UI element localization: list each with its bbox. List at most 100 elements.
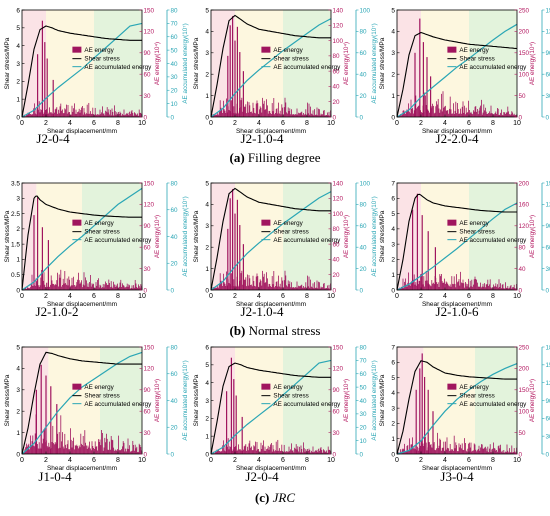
y-tick-label-energy: 60 [144, 245, 152, 252]
y-tick-label-accum: 20 [360, 266, 368, 273]
caption-text: Normal stress [249, 323, 321, 338]
y-tick-label-accum: 40 [360, 245, 368, 252]
x-tick-label: 4 [443, 120, 447, 127]
y-tick-label-energy: 80 [519, 245, 527, 252]
y-axis-label-energy: AE energy(10⁴) [529, 379, 536, 422]
legend-label-stress: Shear stress [273, 56, 308, 63]
y-tick-label-stress: 5 [205, 180, 209, 187]
y-tick-label-stress: 7 [391, 344, 395, 351]
y-tick-label-energy: 40 [333, 84, 341, 91]
y-tick-label-accum: 20 [360, 425, 368, 432]
y-axis-label-accum: AE accumulated energy(10⁷) [182, 196, 189, 276]
y-tick-label-stress: 3 [16, 196, 20, 203]
y-tick-label-stress: 4 [391, 29, 395, 36]
y-tick-label-accum: 0 [171, 451, 175, 458]
y-tick-label-stress: 3 [391, 50, 395, 57]
x-tick-label: 2 [419, 120, 423, 127]
x-tick-label: 2 [44, 120, 48, 127]
y-tick-label-accum: 0 [546, 451, 550, 458]
legend-swatch-energy [261, 384, 270, 390]
x-tick-label: 6 [281, 457, 285, 464]
y-tick-label-stress: 3.5 [11, 180, 20, 187]
panel-label: J2-1.0-4 [197, 131, 327, 147]
y-tick-label-energy: 90 [144, 50, 152, 57]
y-tick-label-stress: 5 [205, 362, 209, 369]
panel-label: J2-1.0-6 [392, 304, 522, 320]
legend-swatch-energy [447, 47, 456, 53]
y-tick-label-stress: 1.5 [11, 241, 20, 248]
y-tick-label-accum: 10 [171, 101, 179, 108]
x-tick-label: 6 [92, 120, 96, 127]
y-tick-label-energy: 100 [333, 211, 344, 218]
y-axis-label-energy: AE energy(10⁴) [529, 215, 536, 258]
y-tick-label-energy: 250 [519, 7, 530, 14]
y-axis-label-accum: AE accumulated energy(10⁷) [371, 23, 378, 103]
y-tick-label-accum: 40 [171, 234, 179, 241]
x-tick-label: 0 [20, 457, 24, 464]
y-tick-label-stress: 2 [391, 72, 395, 79]
legend-swatch-energy [72, 384, 81, 390]
y-tick-label-accum: 80 [171, 344, 179, 351]
y-tick-label-energy: 150 [333, 344, 344, 351]
y-tick-label-accum: 150 [546, 362, 550, 369]
legend-label-stress: Shear stress [84, 229, 119, 236]
legend-label-energy: AE energy [273, 384, 303, 391]
x-tick-label: 0 [20, 293, 24, 300]
y-axis-label-stress: Shear stress/MPa [193, 374, 200, 426]
y-tick-label-stress: 6 [16, 7, 20, 14]
y-axis-label-energy: AE energy(10⁴) [154, 42, 161, 85]
x-tick-label: 6 [92, 457, 96, 464]
legend-label-energy: AE energy [459, 220, 489, 227]
y-tick-label-energy: 200 [519, 29, 530, 36]
y-tick-label-energy: 90 [144, 387, 152, 394]
legend-label-accum: AE accumulated energy [273, 64, 341, 71]
y-tick-label-accum: 80 [360, 344, 368, 351]
x-tick-label: 8 [491, 457, 495, 464]
y-tick-label-energy: 150 [144, 180, 155, 187]
stage-zone [36, 183, 82, 290]
x-tick-label: 6 [281, 293, 285, 300]
x-tick-label: 6 [92, 293, 96, 300]
x-tick-label: 6 [467, 457, 471, 464]
panel-label: J2-0-4 [0, 131, 118, 147]
legend-label-stress: Shear stress [84, 393, 119, 400]
legend-label-accum: AE accumulated energy [273, 237, 341, 244]
x-tick-label: 2 [419, 457, 423, 464]
x-tick-label: 2 [233, 120, 237, 127]
y-tick-label-energy: 0 [144, 451, 148, 458]
x-tick-label: 8 [491, 293, 495, 300]
y-tick-label-stress: 3 [391, 241, 395, 248]
x-tick-label: 6 [281, 120, 285, 127]
y-tick-label-energy: 30 [144, 93, 152, 100]
panel-label: J2-1.0-4 [197, 304, 327, 320]
y-tick-label-stress: 0 [205, 287, 209, 294]
legend-label-accum: AE accumulated energy [84, 401, 152, 408]
x-tick-label: 4 [443, 293, 447, 300]
y-tick-label-stress: 1 [16, 430, 20, 437]
y-tick-label-stress: 0 [205, 114, 209, 121]
y-tick-label-accum: 80 [360, 202, 368, 209]
y-tick-label-energy: 0 [333, 287, 337, 294]
y-tick-label-accum: 10 [360, 438, 368, 445]
y-tick-label-stress: 1 [16, 96, 20, 103]
caption-text: Filling degree [248, 150, 321, 165]
y-tick-label-stress: 2 [16, 226, 20, 233]
y-tick-label-accum: 0 [360, 451, 364, 458]
y-tick-label-energy: 0 [519, 114, 523, 121]
y-tick-label-stress: 2 [16, 409, 20, 416]
y-tick-label-stress: 2.5 [11, 211, 20, 218]
legend-label-stress: Shear stress [273, 229, 308, 236]
y-tick-label-stress: 2 [391, 257, 395, 264]
y-tick-label-accum: 90 [546, 398, 550, 405]
x-tick-label: 0 [209, 120, 213, 127]
y-tick-label-accum: 60 [171, 34, 179, 41]
row-caption: (a) Filling degree [0, 150, 550, 166]
y-tick-label-energy: 120 [144, 29, 155, 36]
y-axis-label-accum: AE accumulated energy(10⁷) [371, 196, 378, 276]
y-tick-label-stress: 5 [205, 7, 209, 14]
y-tick-label-stress: 0 [16, 451, 20, 458]
y-tick-label-accum: 60 [360, 371, 368, 378]
